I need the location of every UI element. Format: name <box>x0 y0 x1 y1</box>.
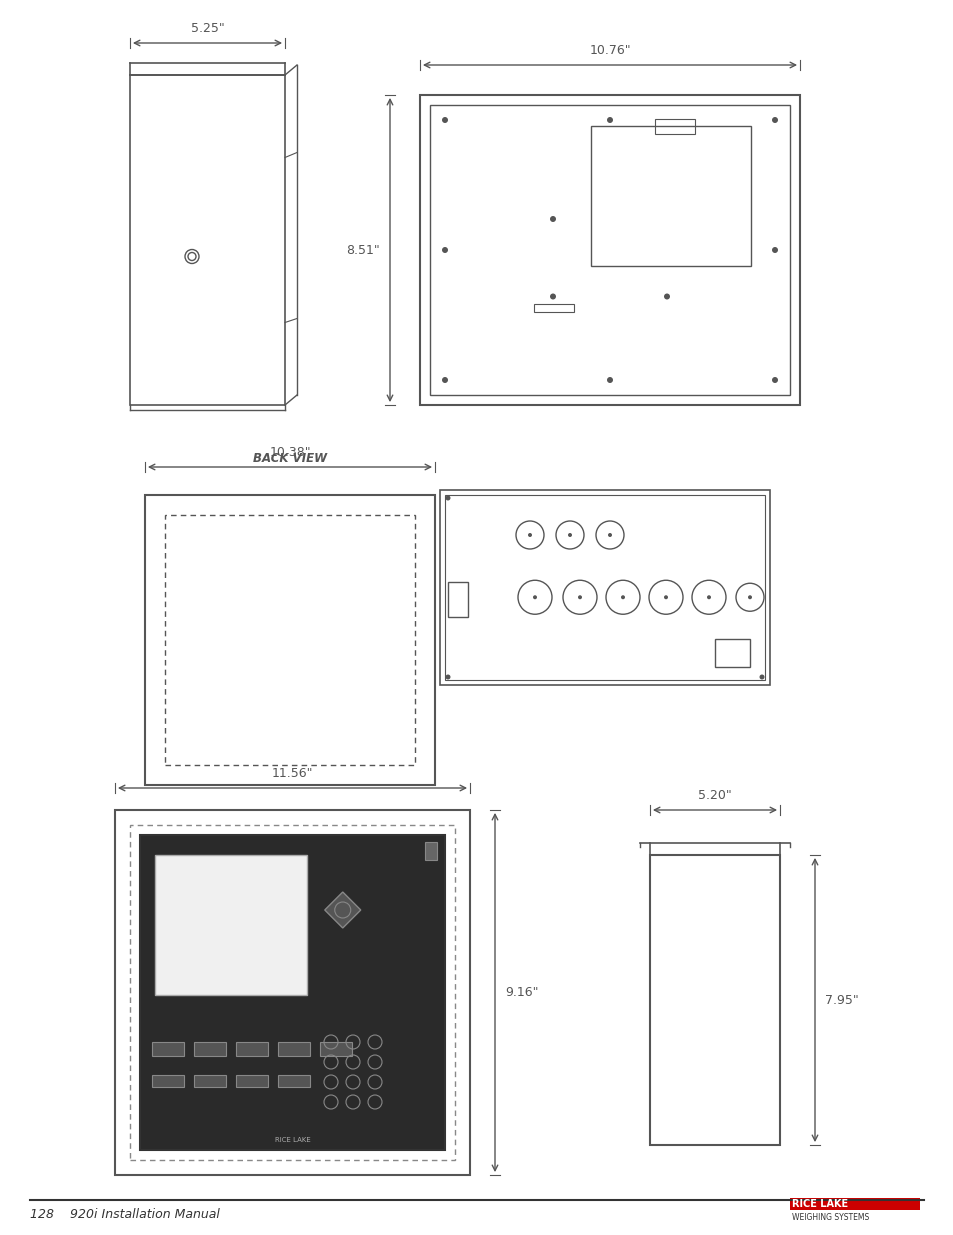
Circle shape <box>747 595 751 599</box>
Bar <box>235 1041 268 1056</box>
Text: 8.51": 8.51" <box>346 243 379 257</box>
Text: 10.76": 10.76" <box>589 44 630 57</box>
Circle shape <box>706 595 710 599</box>
Circle shape <box>759 674 763 679</box>
Bar <box>534 304 574 312</box>
Bar <box>152 1041 184 1056</box>
Circle shape <box>606 117 613 124</box>
Bar <box>444 495 764 680</box>
Circle shape <box>771 247 778 253</box>
Circle shape <box>771 117 778 124</box>
Circle shape <box>441 377 448 383</box>
Circle shape <box>567 534 572 537</box>
Circle shape <box>607 534 612 537</box>
Bar <box>654 119 694 135</box>
Text: 10.38": 10.38" <box>269 446 311 459</box>
Bar <box>714 638 749 667</box>
Circle shape <box>771 377 778 383</box>
Bar <box>152 1074 184 1087</box>
Bar <box>154 855 307 995</box>
Bar <box>277 1074 310 1087</box>
Bar <box>430 105 789 395</box>
Bar <box>130 75 285 405</box>
Bar <box>789 1198 919 1210</box>
Bar <box>193 1074 226 1087</box>
Text: 5.20": 5.20" <box>698 789 731 802</box>
Text: RICE LAKE: RICE LAKE <box>274 1137 310 1144</box>
Circle shape <box>533 595 537 599</box>
Circle shape <box>445 495 450 500</box>
Bar <box>165 515 415 764</box>
Polygon shape <box>324 892 360 927</box>
Circle shape <box>441 117 448 124</box>
Bar <box>145 495 435 785</box>
Bar <box>140 835 444 1150</box>
Bar <box>448 582 468 616</box>
Circle shape <box>620 595 624 599</box>
Text: 5.25": 5.25" <box>191 22 224 35</box>
Text: 11.56": 11.56" <box>272 767 313 781</box>
Text: 128    920i Installation Manual: 128 920i Installation Manual <box>30 1209 219 1221</box>
Circle shape <box>606 377 613 383</box>
Bar <box>130 825 455 1160</box>
Circle shape <box>527 534 532 537</box>
Text: 9.16": 9.16" <box>504 986 537 999</box>
Bar <box>649 855 780 1145</box>
Bar <box>419 95 800 405</box>
Bar <box>424 842 436 860</box>
Text: BACK VIEW: BACK VIEW <box>253 452 327 466</box>
Circle shape <box>578 595 581 599</box>
Circle shape <box>550 294 556 300</box>
Bar <box>439 490 769 685</box>
Circle shape <box>441 247 448 253</box>
Bar <box>235 1074 268 1087</box>
Bar <box>277 1041 310 1056</box>
Text: RICE LAKE: RICE LAKE <box>791 1199 847 1209</box>
Circle shape <box>445 674 450 679</box>
Text: WEIGHING SYSTEMS: WEIGHING SYSTEMS <box>791 1213 868 1221</box>
Text: 7.95": 7.95" <box>824 993 858 1007</box>
Bar <box>319 1041 352 1056</box>
Bar <box>193 1041 226 1056</box>
Bar <box>590 126 750 266</box>
Circle shape <box>663 595 667 599</box>
Bar <box>115 810 470 1174</box>
Circle shape <box>550 216 556 222</box>
Circle shape <box>663 294 669 300</box>
